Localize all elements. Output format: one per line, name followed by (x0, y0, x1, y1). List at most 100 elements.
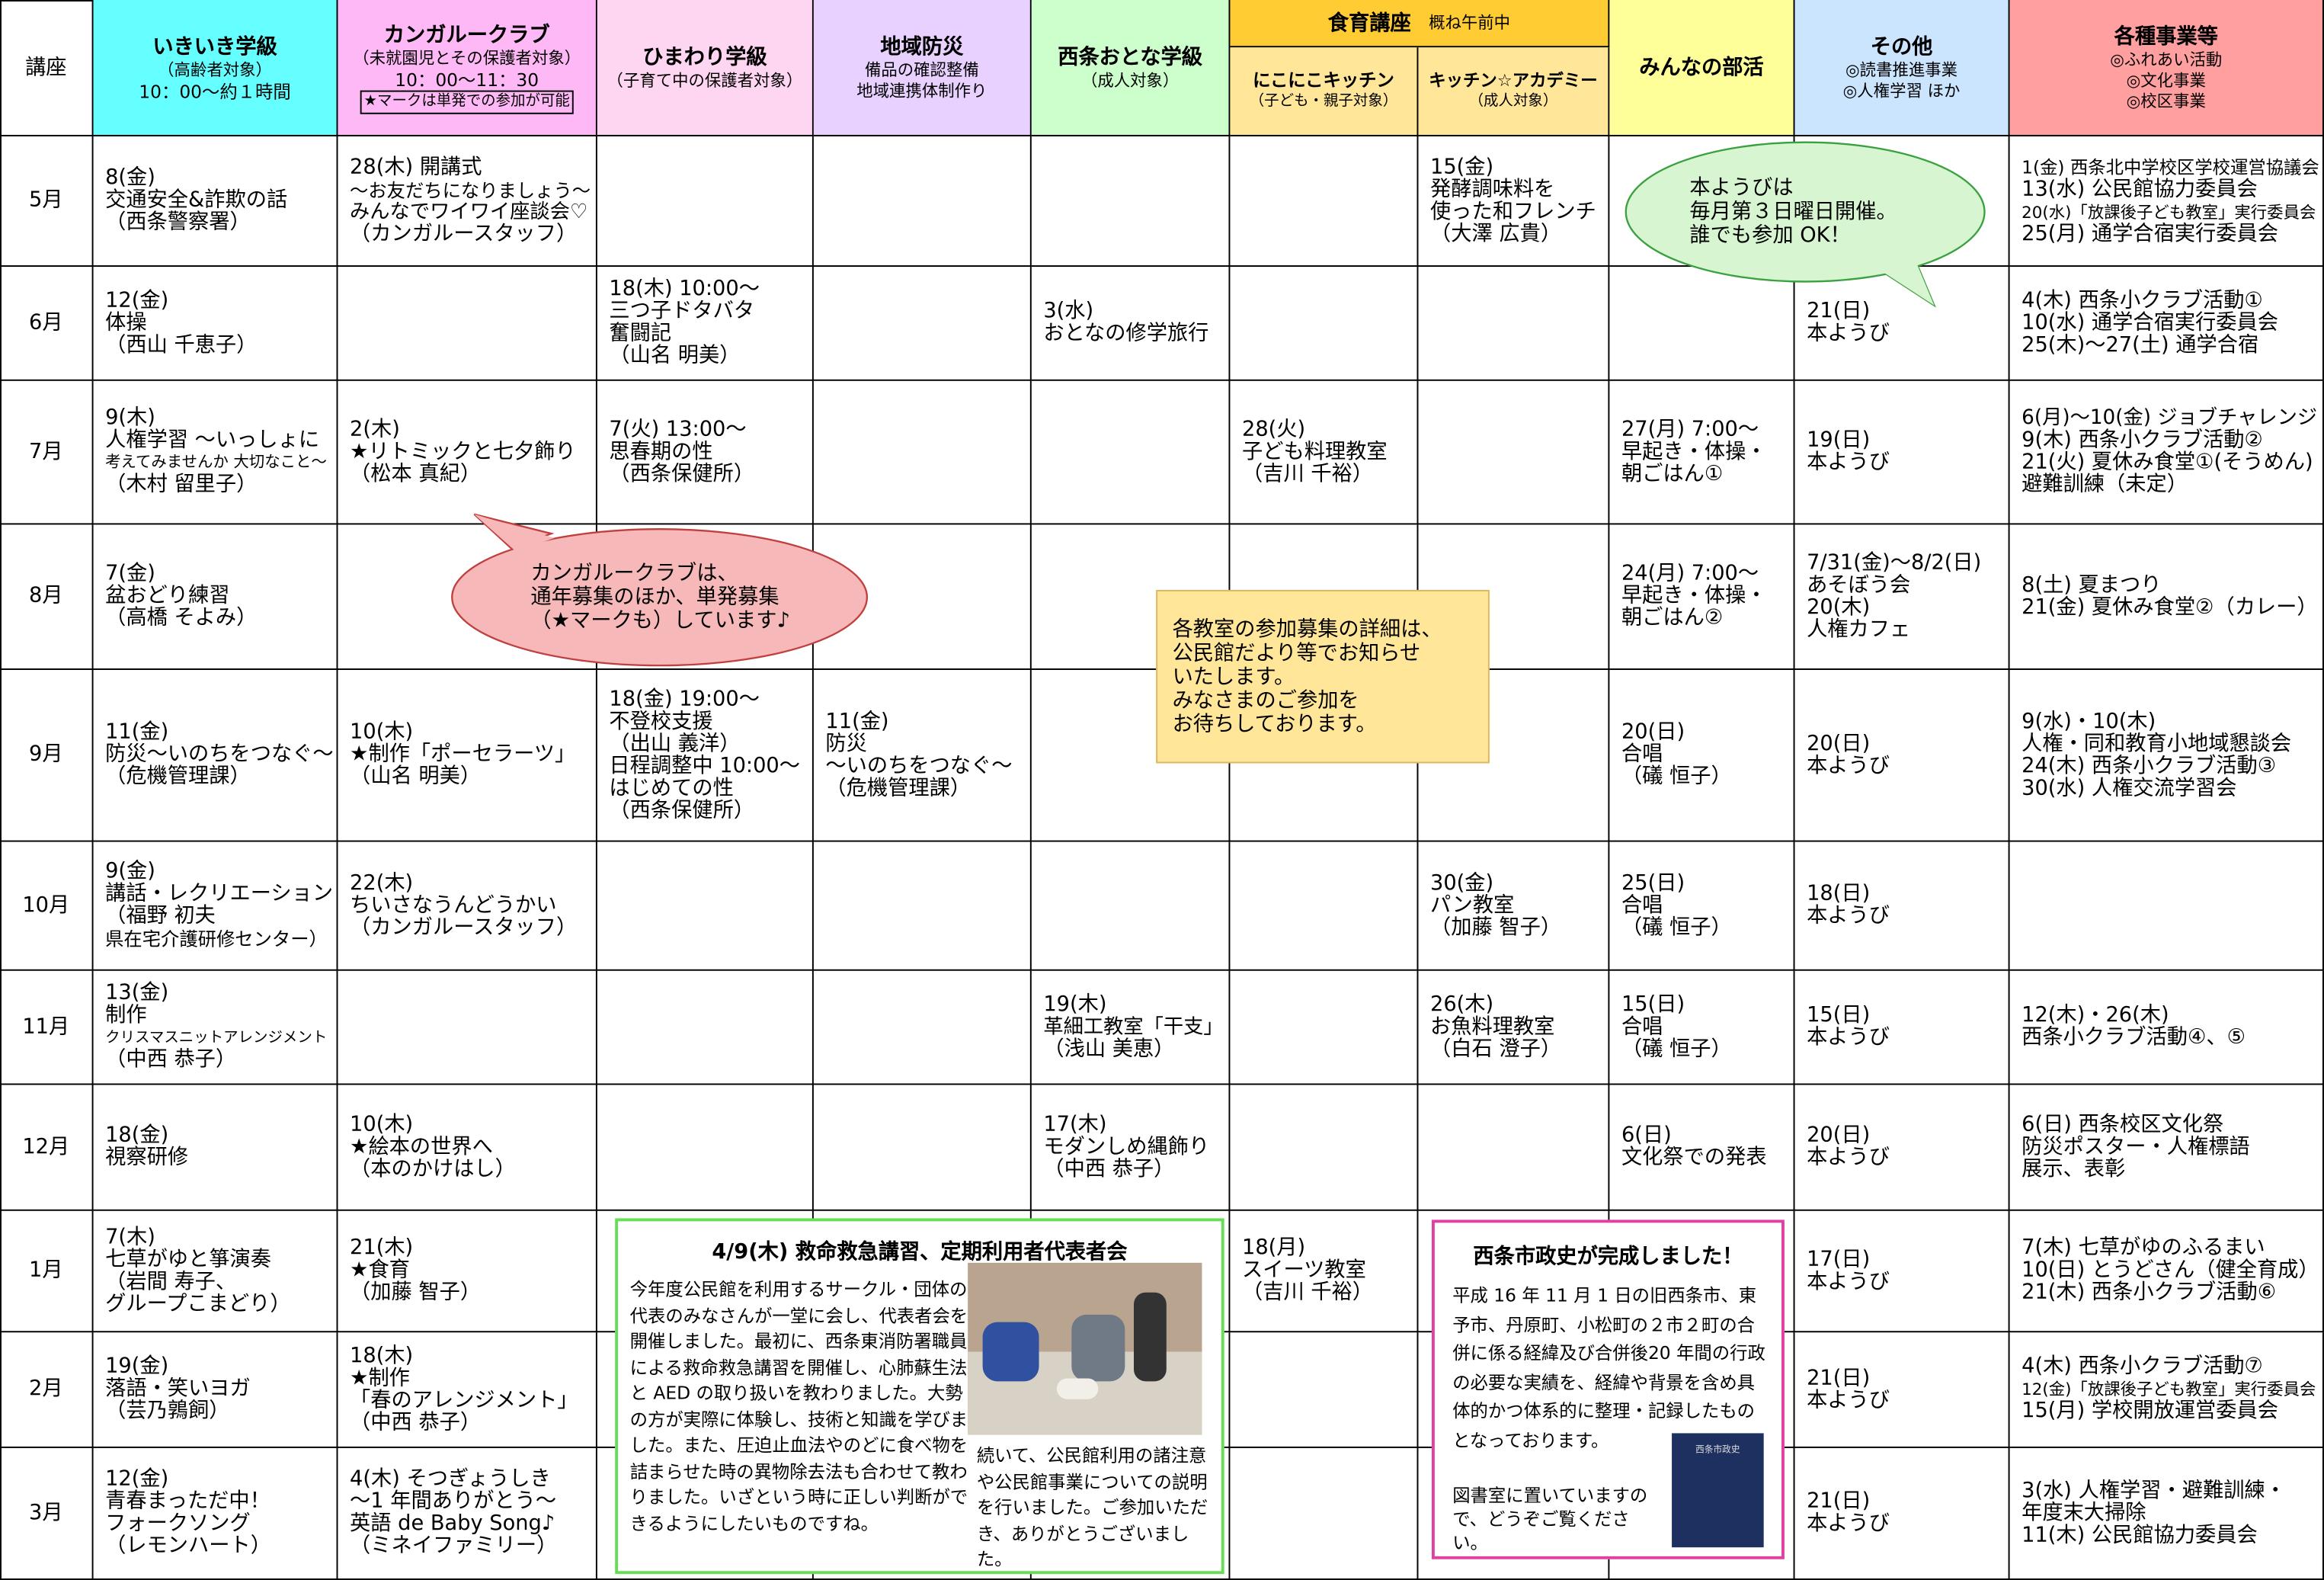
cell-text: 本ようび (1807, 1269, 1890, 1293)
cell-text: 本ようび (1807, 1388, 1890, 1412)
cell-text: 9(木) 西条小クラブ活動② (2021, 428, 2263, 453)
cell-text: 合唱 (1621, 1014, 1663, 1039)
cell-text: （礒 恒子） (1621, 915, 1732, 939)
cell-text: 人権カフェ (1807, 617, 1911, 642)
schedule-cell (1031, 1447, 1231, 1580)
month-cell: 11月 (0, 970, 94, 1085)
cell-text: モダンしめ縄飾り (1043, 1134, 1210, 1159)
cell-text: フォークソング (105, 1511, 251, 1536)
cell-text: 11(金) (105, 720, 169, 745)
header-cell: カンガルークラブ （未就園児とその保護者対象） 10：00～11：30 ★マークは単発… (338, 0, 597, 136)
cell-text: 不登校支援 (609, 709, 713, 733)
schedule-cell (1418, 524, 1610, 670)
cell-text: 本ようび (1807, 1146, 1890, 1170)
overlay-text: 各教室の参加募集の詳細は、 (1172, 617, 1442, 642)
schedule-cell (1418, 267, 1610, 381)
cell-text: 8(土) 夏まつり (2021, 572, 2162, 597)
cell-text: ～お友だちになりましょう～ (350, 178, 591, 201)
note-box: 各教室の参加募集の詳細は、 公民館だより等でお知らせ いたします。 みなさまのご参加を… (1156, 589, 1490, 764)
schedule-cell: 12(金) 青春まっただ中！ フォークソング （レモンハート） (93, 1447, 338, 1580)
schedule-cell: 15(日) 合唱 （礒 恒子） (1609, 970, 1795, 1085)
header-subtitle: （未就園児とその保護者対象） (353, 48, 581, 68)
cell-text: 19(日) (1807, 428, 1871, 453)
cell-text: 17(日) (1807, 1247, 1871, 1271)
month-cell: 2月 (0, 1332, 94, 1448)
cell-text: （カンガルースタッフ） (350, 915, 578, 939)
bubble-text: カンガルークラブは、 通年募集のほか、単発募集 （★マークも）しています♪ (474, 549, 844, 646)
cell-text: 4(木) そつぎょうしき (350, 1467, 551, 1492)
cell-text: 人権・同和教育小地域懇談会 (2021, 731, 2292, 755)
cell-text: 10(木) (350, 720, 414, 745)
header-cell: キッチン☆アカデミー （成人対象） (1418, 47, 1610, 136)
cell-text: 27(月) 7:00～ (1621, 417, 1759, 441)
month-label: 5月 (28, 187, 63, 213)
cell-text: 思春期の性 (609, 439, 713, 463)
cell-text: 展示、表彰 (2021, 1156, 2126, 1181)
schedule-cell: 17(木) モダンしめ縄飾り （中西 恭子） (1031, 1085, 1231, 1211)
cell-text: 21(日) (1807, 1489, 1871, 1514)
cell-text: （礒 恒子） (1621, 764, 1732, 789)
header-subtitle: 備品の確認整備 (864, 59, 979, 80)
header-title: 西条おとな学級 (1058, 45, 1203, 69)
cell-text: 8(金) (105, 165, 155, 190)
schedule-cell (813, 267, 1032, 381)
schedule-cell: 18(金) 視察研修 (93, 1085, 338, 1211)
cell-text: （中西 恭子） (1043, 1156, 1175, 1181)
cell-text: 7(木) (105, 1225, 155, 1249)
header-title: 地域防災 (880, 34, 964, 59)
schedule-cell: 27(月) 7:00～ 早起き・体操・ 朝ごはん① (1609, 380, 1795, 525)
schedule-cell: 21(日) 本ようび (1794, 267, 2010, 381)
cell-text: （危機管理課） (105, 764, 251, 789)
schedule-cell (1230, 136, 1419, 268)
cell-text: 21(火) 夏休み食堂①(そうめん) (2021, 450, 2313, 475)
schedule-cell: 15(日) 本ようび (1794, 970, 2010, 1085)
cell-text: 19(金) (105, 1354, 169, 1379)
cell-text: 使った和フレンチ (1430, 199, 1596, 223)
schedule-cell: 18(日) 本ようび (1794, 841, 2010, 971)
cell-text: 15(月) 学校開放運営委員会 (2021, 1399, 2279, 1423)
schedule-cell (2009, 841, 2324, 971)
cell-text: 英語 de Baby Song♪ (350, 1511, 555, 1536)
schedule-cell (1230, 841, 1419, 971)
schedule-cell (813, 1085, 1032, 1211)
schedule-cell: 9(木) 人権学習 ～いっしょに 考えてみませんか 大切なこと～ （木村 留里子） (93, 380, 338, 525)
overlay-text: 通年募集のほか、単発募集 (530, 585, 779, 610)
cell-text: 19(木) (1043, 992, 1107, 1017)
schedule-cell: 18(木) 10:00～ 三つ子ドタバタ 奮闘記 （山名 明美） (597, 267, 814, 381)
cell-text: 視察研修 (105, 1146, 189, 1170)
cell-text: 24(月) 7:00～ (1621, 562, 1759, 586)
photo-shape (1056, 1378, 1099, 1399)
photo-shape (982, 1322, 1039, 1382)
schedule-cell (1609, 1447, 1795, 1580)
cell-text: お魚料理教室 (1430, 1014, 1555, 1039)
cell-text: 青春まっただ中！ (105, 1489, 270, 1514)
month-label: 8月 (28, 584, 63, 608)
cell-text: 防災ポスター・人権標語 (2021, 1134, 2250, 1159)
header-subtitle: （成人対象） (1080, 70, 1180, 90)
cell-text: 18(木) 10:00～ (609, 277, 760, 301)
cell-text: 4(木) 西条小クラブ活動⑦ (2021, 1354, 2263, 1379)
photo-shape (1071, 1314, 1125, 1382)
cell-text: （中西 恭子） (350, 1410, 482, 1434)
cell-text: 4(木) 西条小クラブ活動① (2021, 288, 2263, 312)
cell-text: 人権学習 ～いっしょに (105, 428, 320, 453)
cell-text: グループこまどり） (105, 1291, 291, 1316)
schedule-cell: 24(月) 7:00～ 早起き・体操・ 朝ごはん② (1609, 524, 1795, 670)
month-cell: 10月 (0, 841, 94, 971)
overlay-text: 毎月第３日曜日開催。 (1689, 200, 1897, 224)
cell-text: （芸乃鶉飼） (105, 1399, 230, 1423)
cell-text: 革細工教室「干支」 (1043, 1014, 1224, 1039)
cell-text: 11(金) (825, 709, 889, 733)
overlay-text: みなさまのご参加を (1172, 688, 1359, 713)
overlay-text: 誰でも参加 OK！ (1689, 223, 1851, 248)
cell-text: 12(金)「放課後子ども教室」実行委員会 (2021, 1380, 2316, 1399)
cell-text: 1(金) 西条北中学校区学校運営協議会 (2021, 156, 2319, 178)
schedule-cell: 17(日) 本ようび (1794, 1210, 2010, 1333)
cell-text: ★食育 (350, 1258, 410, 1283)
history-paragraph: 図書室に置いていますので、どうぞご覧ください。 (1452, 1485, 1648, 1553)
schedule-cell (597, 1085, 814, 1211)
header-cell: みんなの部活 (1609, 0, 1795, 136)
schedule-cell (1418, 1085, 1610, 1211)
cell-text: 早起き・体操・ (1621, 439, 1767, 463)
cell-text: ～いのちをつなぐ～ (825, 753, 1013, 777)
